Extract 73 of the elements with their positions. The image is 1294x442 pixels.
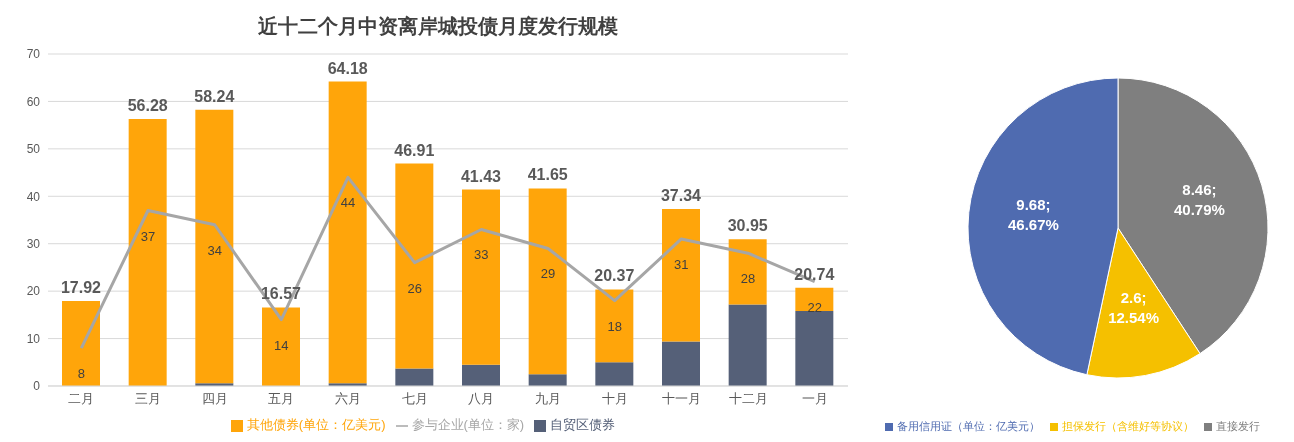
bar [328,81,367,384]
y-tick-label: 20 [26,284,41,299]
bar [728,304,767,386]
x-tick-label: 一月 [801,391,828,407]
bar [62,301,100,386]
total-label: 16.57 [260,285,302,303]
bar [128,119,167,386]
data-label: 26 [407,280,422,296]
bar [528,188,567,375]
data-label: 31 [674,256,689,272]
x-tick-label: 三月 [135,391,161,407]
y-tick-label: 70 [26,47,41,62]
data-label: 8.46; 40.79% [1174,180,1225,218]
bar [595,362,634,386]
x-tick-label: 六月 [335,391,361,407]
x-tick-label: 九月 [535,391,561,407]
legend-label: 参与企业(单位：家) [411,417,525,432]
y-tick-label: 50 [26,142,41,157]
x-tick-label: 十月 [601,391,628,407]
data-label: 14 [274,337,289,353]
data-label: 37 [140,228,156,244]
total-label: 37.34 [660,186,702,204]
legend-label: 直接发行 [1215,420,1260,432]
y-tick-label: 30 [26,236,41,251]
total-label: 30.95 [727,217,768,235]
y-tick-label: 60 [26,94,41,109]
bar [262,307,300,386]
bar [662,341,700,386]
data-label: 28 [740,271,756,287]
bar [662,208,700,342]
x-tick-label: 八月 [468,391,495,407]
bar [395,368,434,386]
x-tick-label: 十一月 [661,391,701,407]
data-label: 8 [77,366,85,382]
bar [462,189,500,365]
total-label: 64.18 [327,59,368,77]
total-label: 20.74 [794,265,835,283]
bar [528,374,567,386]
x-tick-label: 五月 [268,391,295,407]
data-label: 33 [474,247,489,263]
bar [595,289,634,363]
legend-label: 担保发行（含维好等协议） [1061,420,1194,432]
x-tick-label: 四月 [201,391,228,407]
data-label: 29 [540,266,556,282]
y-tick-label: 40 [26,189,41,204]
data-label: 44 [340,195,356,211]
bar [395,163,434,369]
chart-title: 近十二个月中资离岸城投债月度发行规模 [257,13,619,40]
data-label: 34 [207,242,222,258]
y-tick-label: 10 [26,331,41,346]
data-label: 18 [607,318,622,334]
bar [795,311,834,386]
legend-label: 其他债券(单位：亿美元) [246,417,386,432]
legend-label: 备用信用证（单位：亿美元） [896,420,1040,432]
data-label: 9.68; 46.67% [1008,196,1059,234]
total-label: 46.91 [394,141,435,159]
bar [795,287,834,312]
y-tick-label: 0 [33,379,41,394]
bar [462,364,500,386]
x-tick-label: 二月 [68,391,95,407]
x-tick-label: 十二月 [728,391,768,407]
total-label: 17.92 [60,279,102,297]
total-label: 56.28 [127,97,168,115]
total-label: 41.65 [527,166,568,184]
total-label: 41.43 [460,167,502,185]
x-tick-label: 七月 [401,391,428,407]
legend-label: 自贸区债券 [550,417,616,432]
bar [728,239,767,305]
data-label: 2.6; 12.54% [1108,288,1160,326]
data-label: 22 [807,299,822,315]
bar [195,109,234,384]
total-label: 20.37 [594,267,635,285]
total-label: 58.24 [194,87,235,105]
